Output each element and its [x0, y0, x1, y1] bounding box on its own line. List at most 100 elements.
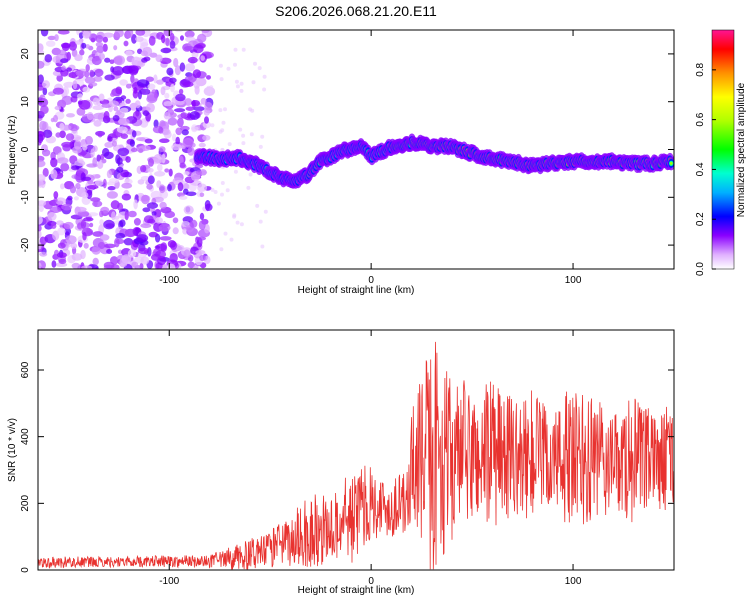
noise-cell: [200, 55, 205, 61]
noise-cell: [167, 184, 172, 192]
y-tick-label: -20: [20, 237, 31, 252]
noise-cell: [262, 87, 267, 92]
noise-cell: [146, 183, 153, 190]
noise-cell: [85, 135, 93, 145]
noise-cell: [61, 203, 73, 211]
y-tick-label: -10: [20, 190, 31, 205]
noise-cell: [66, 113, 75, 118]
noise-cell: [157, 163, 163, 172]
noise-cell: [57, 242, 66, 249]
noise-cell: [38, 133, 44, 144]
noise-cell: [40, 105, 49, 114]
noise-cell: [136, 234, 149, 243]
noise-cell: [206, 85, 211, 90]
noise-cell: [78, 32, 84, 39]
noise-cell: [158, 146, 166, 153]
noise-cell: [53, 191, 59, 199]
noise-cell: [140, 256, 150, 265]
noise-cell: [130, 147, 138, 153]
noise-cell: [92, 105, 104, 111]
noise-cell: [114, 237, 120, 248]
noise-cell: [133, 86, 138, 94]
noise-cell: [72, 80, 78, 90]
noise-cell: [41, 149, 51, 157]
noise-cell: [148, 158, 154, 167]
noise-cell: [103, 261, 115, 269]
colorbar-label: Normalized spectral amplitude: [736, 82, 747, 217]
noise-cell: [159, 138, 170, 143]
noise-cell: [124, 210, 129, 221]
noise-cell: [182, 137, 194, 148]
noise-cell: [68, 41, 77, 51]
colorbar-tick-label: 0.4: [695, 162, 706, 176]
noise-cell: [170, 83, 175, 93]
noise-cell: [112, 66, 124, 76]
noise-cell: [192, 69, 202, 79]
noise-cell: [181, 129, 189, 136]
noise-cell: [154, 171, 166, 177]
colorbar-tick-label: 0.8: [695, 62, 706, 76]
noise-cell: [63, 221, 74, 230]
noise-cell: [86, 112, 94, 120]
noise-cell: [103, 111, 110, 120]
noise-cell: [187, 261, 195, 269]
noise-cell: [119, 79, 128, 86]
noise-cell: [233, 62, 237, 67]
noise-cell: [76, 107, 86, 116]
noise-cell: [233, 169, 238, 174]
x-tick-label: -100: [159, 275, 179, 286]
noise-cell: [159, 201, 167, 209]
noise-cell: [153, 92, 159, 99]
noise-cell: [106, 191, 118, 199]
noise-cell: [71, 165, 80, 171]
noise-cell: [151, 211, 157, 216]
noise-cell: [57, 227, 66, 236]
noise-cell: [137, 179, 145, 185]
noise-cell: [75, 70, 87, 77]
noise-cell: [198, 142, 206, 148]
noise-cell: [174, 30, 184, 33]
noise-cell: [258, 219, 263, 224]
colorbar-gradient: [711, 29, 735, 270]
noise-cell: [52, 230, 60, 241]
spectrogram-cells: [38, 30, 674, 269]
x-tick-label: 0: [368, 275, 374, 286]
noise-cell: [133, 218, 141, 226]
noise-cell: [147, 218, 156, 224]
noise-cell: [169, 253, 178, 263]
noise-cell: [66, 67, 72, 72]
noise-cell: [104, 74, 115, 81]
noise-cell: [197, 33, 207, 43]
noise-cell: [175, 127, 183, 136]
noise-cell: [82, 144, 88, 151]
noise-cell: [119, 257, 128, 268]
noise-cell: [42, 80, 50, 89]
noise-cell: [119, 219, 126, 227]
noise-cell: [257, 66, 262, 71]
noise-cell: [178, 88, 184, 95]
colorbar-ticks: 0.0 0.2 0.4 0.6 0.8: [695, 62, 716, 276]
noise-cell: [164, 210, 176, 219]
noise-cell: [167, 240, 176, 248]
noise-cell: [74, 160, 86, 167]
snr-y-label: SNR (10 * v/v): [7, 418, 18, 482]
noise-cell: [79, 211, 89, 217]
noise-cell: [102, 32, 114, 38]
noise-cell: [89, 222, 94, 228]
noise-cell: [136, 137, 146, 142]
noise-cell: [227, 142, 232, 147]
noise-cell: [220, 147, 225, 152]
noise-cell: [148, 231, 158, 238]
noise-cell: [241, 141, 246, 146]
noise-cell: [77, 93, 83, 100]
noise-cell: [155, 54, 163, 63]
noise-cell: [38, 200, 47, 207]
noise-cell: [138, 148, 144, 154]
noise-cell: [177, 117, 184, 128]
noise-cell: [234, 79, 239, 84]
noise-cell: [167, 117, 178, 126]
noise-cell: [182, 182, 190, 191]
noise-cell: [239, 222, 244, 227]
noise-cell: [169, 33, 175, 42]
noise-cell: [232, 214, 237, 219]
